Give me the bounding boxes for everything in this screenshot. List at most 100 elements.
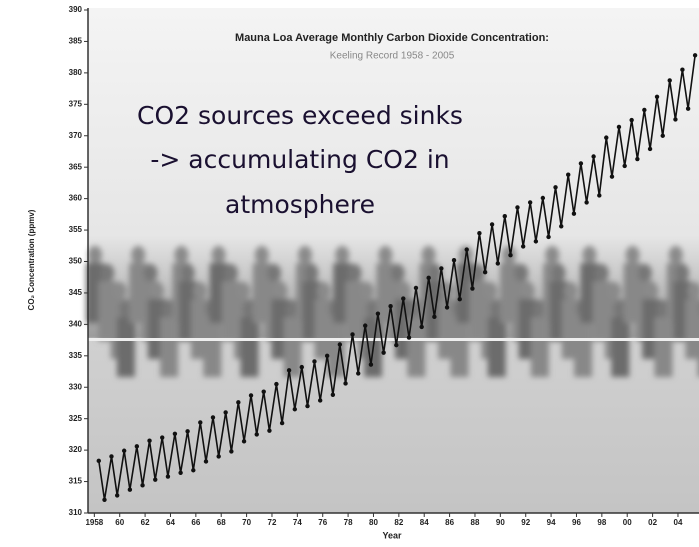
data-point (597, 193, 602, 198)
crowd-figure (427, 264, 442, 282)
crowd-figure (440, 282, 455, 300)
data-point (609, 174, 615, 179)
x-tick-label: 92 (521, 518, 530, 527)
data-point (502, 214, 507, 219)
data-point (419, 324, 424, 330)
y-tick-label: 360 (69, 194, 83, 203)
data-point (140, 483, 145, 488)
data-point (591, 154, 596, 159)
data-point (604, 135, 609, 140)
y-tick-label: 310 (69, 508, 83, 517)
data-point (508, 253, 513, 258)
y-tick-label: 330 (69, 382, 83, 391)
data-point (223, 410, 228, 415)
crowd-figure (193, 282, 207, 300)
y-axis-label: CO₂ Concentration (ppmv) (27, 209, 36, 310)
x-tick-label: 88 (471, 518, 480, 527)
x-tick-label: 1958 (85, 518, 103, 527)
data-point (305, 403, 310, 409)
x-tick-label: 86 (445, 518, 454, 527)
x-tick-label: 00 (623, 518, 632, 527)
crowd-figure (668, 246, 683, 264)
data-point (279, 420, 285, 426)
data-point (274, 381, 279, 387)
crowd-figure (487, 317, 506, 377)
x-tick-label: 94 (547, 518, 556, 527)
data-point (692, 53, 698, 58)
data-point (248, 393, 254, 398)
y-tick-label: 375 (69, 99, 83, 108)
data-point (444, 305, 450, 310)
y-tick-label: 355 (69, 225, 83, 234)
crowd-figure (520, 282, 535, 300)
crowd-figure (335, 246, 350, 264)
crowd-figure (654, 317, 673, 377)
data-point (210, 415, 216, 420)
x-tick-label: 72 (268, 518, 277, 527)
data-point (375, 311, 381, 316)
y-tick-label: 335 (69, 351, 83, 360)
data-point (350, 332, 355, 337)
crowd-figure (160, 317, 179, 377)
data-point (647, 146, 653, 152)
crowd-figure (304, 264, 319, 282)
x-tick-label: 98 (597, 518, 606, 527)
data-point (566, 172, 571, 177)
data-point (584, 200, 589, 205)
crowd-figure (240, 317, 259, 377)
data-point (147, 438, 152, 443)
crowd-figure (378, 246, 393, 264)
x-tick-label: 68 (217, 518, 226, 527)
data-point (685, 106, 691, 111)
x-tick-label: 70 (242, 518, 251, 527)
data-point (533, 239, 539, 244)
crowd-figure (100, 264, 115, 282)
crowd-figure (551, 264, 566, 282)
crowd-figure (644, 282, 659, 300)
data-point (292, 407, 298, 412)
crowd-figure (180, 264, 195, 282)
crowd-figure (236, 282, 251, 300)
x-tick-label: 60 (115, 518, 124, 527)
data-point (312, 359, 317, 364)
x-tick-label: 80 (369, 518, 378, 527)
x-tick-label: 90 (496, 518, 505, 527)
data-point (121, 448, 127, 453)
data-point (559, 224, 564, 229)
data-point (229, 449, 234, 454)
data-point (622, 163, 627, 169)
data-point (673, 117, 678, 122)
data-point (254, 432, 259, 437)
data-point (667, 78, 672, 83)
crowd-figure (530, 317, 549, 377)
data-point (578, 161, 584, 166)
data-point (241, 439, 247, 444)
data-point (464, 247, 469, 252)
x-tick-label: 66 (191, 518, 200, 527)
x-tick-label: 96 (572, 518, 581, 527)
crowd-figure (267, 264, 282, 282)
y-tick-label: 350 (69, 257, 83, 266)
crowd-figure (483, 282, 498, 300)
data-point (489, 222, 495, 227)
data-point (616, 124, 622, 130)
background-photo (88, 8, 699, 513)
y-tick-label: 325 (69, 414, 83, 423)
data-point (439, 266, 444, 271)
crowd-figure (685, 299, 699, 359)
annotation: atmosphere (225, 190, 375, 219)
data-point (406, 335, 412, 340)
data-point (198, 420, 203, 425)
crowd-figure (545, 246, 560, 264)
x-axis-label: Year (382, 530, 402, 540)
crowd-figure (563, 282, 578, 300)
x-tick-label: 82 (394, 518, 403, 527)
data-point (527, 200, 533, 205)
data-point (114, 493, 120, 498)
chart-subtitle: Keeling Record 1958 - 2005 (330, 51, 455, 62)
data-point (553, 185, 558, 190)
data-point (356, 371, 361, 376)
data-point (642, 107, 647, 113)
y-tick-label: 365 (69, 162, 83, 171)
